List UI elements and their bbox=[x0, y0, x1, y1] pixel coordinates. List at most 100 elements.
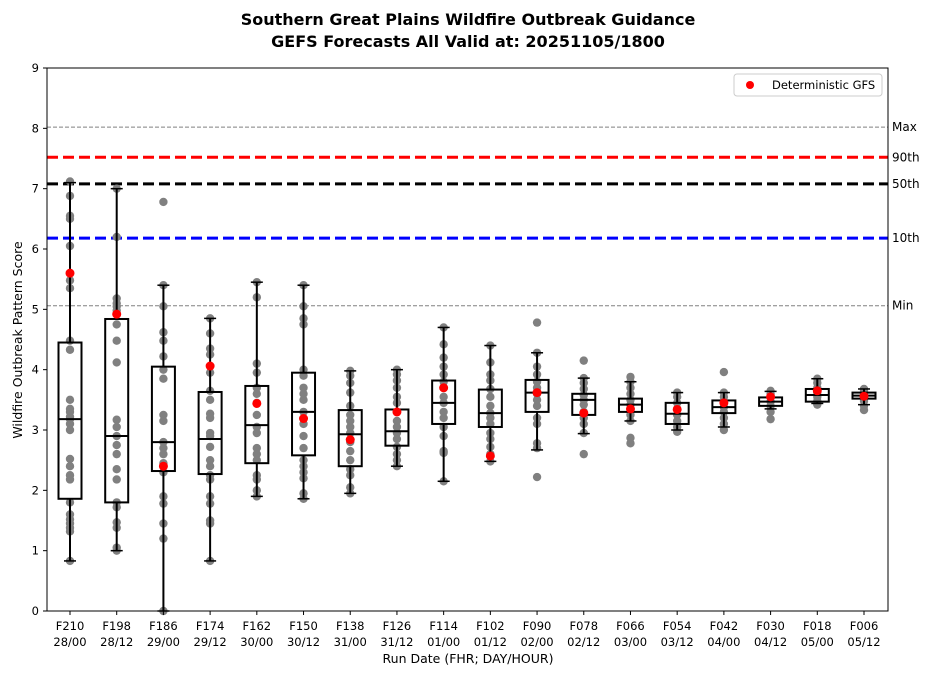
box-f126 bbox=[384, 365, 410, 471]
deterministic-gfs-point bbox=[158, 461, 168, 471]
box-f150 bbox=[291, 281, 317, 503]
y-tick-label: 0 bbox=[32, 604, 39, 618]
x-tick-label-fhr: F126 bbox=[383, 619, 412, 633]
ensemble-member-point bbox=[112, 320, 121, 329]
deterministic-gfs-point bbox=[112, 309, 122, 319]
ensemble-member-point bbox=[65, 471, 75, 480]
box-f210 bbox=[57, 177, 83, 566]
y-tick-label: 6 bbox=[32, 242, 39, 256]
ensemble-member-point bbox=[252, 449, 262, 459]
box-f090 bbox=[524, 318, 550, 482]
ensemble-member-point bbox=[159, 443, 168, 453]
ensemble-member-point bbox=[392, 416, 402, 426]
ensemble-member-point bbox=[252, 428, 262, 438]
x-tick-label-fhr: F210 bbox=[56, 619, 85, 633]
x-tick-label-run: 02/00 bbox=[520, 635, 553, 649]
ensemble-member-point bbox=[439, 413, 448, 423]
box-f030 bbox=[758, 386, 784, 424]
ensemble-member-point bbox=[205, 428, 215, 438]
x-tick-label-fhr: F174 bbox=[196, 619, 225, 633]
chart-title: Southern Great Plains Wildfire Outbreak … bbox=[241, 10, 696, 29]
y-tick-label: 3 bbox=[32, 423, 39, 437]
x-tick-label-run: 30/00 bbox=[240, 635, 273, 649]
deterministic-gfs-point bbox=[439, 383, 449, 393]
x-tick-label-run: 01/12 bbox=[474, 635, 507, 649]
ensemble-member-point bbox=[299, 431, 308, 441]
x-tick-label-fhr: F090 bbox=[523, 619, 552, 633]
deterministic-gfs-point bbox=[579, 408, 589, 418]
box-f138 bbox=[337, 366, 363, 498]
x-tick-label-fhr: F186 bbox=[149, 619, 178, 633]
box-f042 bbox=[711, 367, 737, 435]
x-tick-label-run: 28/00 bbox=[53, 635, 86, 649]
ensemble-member-point bbox=[626, 372, 635, 382]
ensemble-member-point bbox=[159, 449, 168, 459]
ensemble-member-point bbox=[299, 383, 308, 392]
ensemble-member-point bbox=[205, 455, 215, 465]
iqr-box bbox=[337, 409, 363, 468]
x-tick-label-run: 05/00 bbox=[801, 635, 834, 649]
x-axis-label: Run Date (FHR; DAY/HOUR) bbox=[383, 651, 554, 666]
x-tick-label-run: 05/12 bbox=[847, 635, 880, 649]
ensemble-member-point bbox=[579, 356, 588, 365]
ensemble-member-point bbox=[159, 410, 168, 420]
y-tick-label: 9 bbox=[32, 61, 39, 75]
x-tick-label-run: 29/00 bbox=[147, 635, 180, 649]
ensemble-member-point bbox=[346, 416, 355, 426]
x-tick-label-fhr: F054 bbox=[663, 619, 692, 633]
iqr-box bbox=[291, 371, 317, 457]
ensemble-member-point bbox=[719, 367, 729, 377]
x-tick-label-run: 30/12 bbox=[287, 635, 320, 649]
iqr-box bbox=[104, 317, 130, 504]
ensemble-member-point bbox=[346, 410, 355, 420]
ensemble-member-point bbox=[65, 425, 75, 435]
ensemble-member-point bbox=[392, 422, 402, 432]
x-tick-label-fhr: F114 bbox=[429, 619, 458, 633]
ensemble-member-point bbox=[252, 422, 262, 432]
ensemble-member-point bbox=[65, 177, 75, 186]
ensemble-member-point bbox=[299, 389, 308, 398]
box-f018 bbox=[804, 374, 830, 409]
ensemble-member-point bbox=[766, 414, 775, 424]
box-f006 bbox=[851, 384, 877, 415]
ensemble-member-point bbox=[112, 449, 121, 459]
x-tick-label-fhr: F162 bbox=[243, 619, 272, 633]
deterministic-gfs-point bbox=[205, 361, 215, 371]
box-f078 bbox=[571, 356, 597, 459]
ensemble-member-point bbox=[532, 401, 542, 411]
x-tick-label-fhr: F138 bbox=[336, 619, 365, 633]
x-tick-label-run: 03/00 bbox=[614, 635, 647, 649]
ensemble-member-point bbox=[205, 442, 215, 452]
plot-frame bbox=[46, 67, 889, 612]
reference-label-max: Max bbox=[892, 120, 917, 134]
legend-marker-deterministic-gfs bbox=[746, 81, 754, 89]
y-tick-label: 1 bbox=[32, 544, 39, 558]
ensemble-member-point bbox=[346, 422, 355, 432]
ensemble-member-point bbox=[346, 446, 355, 456]
x-tick-label-fhr: F102 bbox=[476, 619, 505, 633]
x-tick-label-run: 31/12 bbox=[380, 635, 413, 649]
x-tick-label-fhr: F006 bbox=[850, 619, 879, 633]
deterministic-gfs-point bbox=[65, 268, 75, 278]
y-tick-label: 2 bbox=[32, 483, 39, 497]
x-tick-label-fhr: F030 bbox=[756, 619, 785, 633]
box-f198 bbox=[104, 184, 130, 555]
deterministic-gfs-point bbox=[392, 407, 402, 417]
deterministic-gfs-point bbox=[485, 451, 495, 461]
chart-subtitle: GEFS Forecasts All Valid at: 20251105/18… bbox=[271, 32, 665, 51]
reference-label-90th: 90th bbox=[892, 150, 920, 164]
deterministic-gfs-point bbox=[532, 388, 542, 398]
y-tick-label: 8 bbox=[32, 121, 39, 135]
iqr-box bbox=[477, 388, 503, 428]
x-tick-label-run: 01/00 bbox=[427, 635, 460, 649]
deterministic-gfs-point bbox=[299, 414, 309, 424]
ensemble-member-point bbox=[392, 434, 402, 444]
ensemble-member-point bbox=[65, 462, 75, 471]
iqr-box bbox=[150, 365, 176, 473]
ensemble-member-point bbox=[626, 433, 635, 443]
legend-label-deterministic-gfs: Deterministic GFS bbox=[772, 78, 875, 92]
y-axis: 0 1 2 3 4 5 6 7 8 9 bbox=[32, 61, 47, 618]
ensemble-member-point bbox=[112, 465, 121, 474]
ensemble-member-point bbox=[252, 443, 262, 453]
